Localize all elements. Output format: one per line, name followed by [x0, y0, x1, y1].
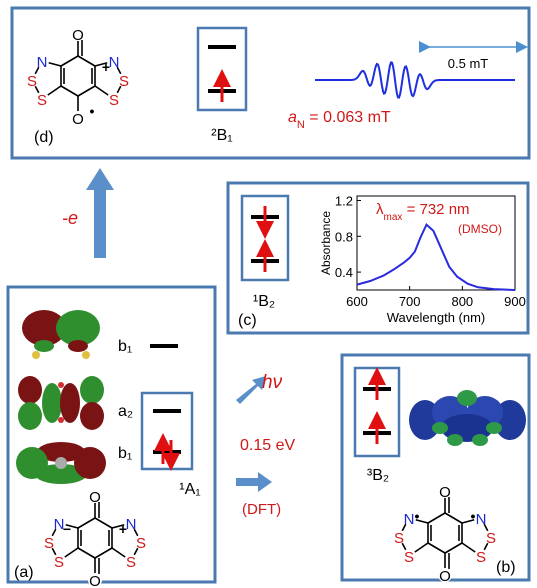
y-tick-label: 0.4: [335, 265, 353, 280]
scale-label: 0.5 mT: [448, 56, 489, 71]
state-label: ¹A₁: [179, 481, 200, 498]
y-axis-label: Absorbance: [319, 211, 333, 275]
atom-label: S: [404, 549, 414, 566]
x-tick-label: 600: [346, 294, 368, 309]
atom-label: S: [394, 530, 404, 547]
panel-d-frame: [12, 8, 529, 158]
state-label: ²B₁: [211, 127, 232, 144]
atom-label: O: [439, 568, 451, 585]
bond: [78, 518, 95, 528]
atom-label: S: [486, 530, 496, 547]
panel-label: (b): [496, 559, 516, 576]
state-label: ¹B₂: [253, 293, 275, 310]
atom-label: S: [109, 92, 119, 109]
bond: [78, 56, 95, 66]
atom-label: O: [72, 111, 84, 128]
charge-mark: •: [415, 508, 420, 524]
panel-label: (c): [238, 312, 257, 329]
atom-label: O: [89, 573, 101, 588]
atom-label: N: [476, 511, 487, 528]
orbital-b1-lower: [16, 442, 106, 484]
atom-label: S: [44, 535, 54, 552]
orbital-b1: [22, 310, 100, 359]
atom-label: S: [54, 554, 64, 571]
charge-mark: −: [63, 521, 71, 537]
charge-mark: •: [90, 103, 95, 119]
solvent-note: (DMSO): [458, 222, 502, 236]
bond: [445, 513, 462, 523]
oxidation-label: -e: [62, 208, 78, 228]
bond: [78, 86, 95, 96]
molecule: ONSSNSSO−+: [42, 489, 148, 588]
absorbance-chart: 600 700 800 900 0.4 0.8 1.2 Wavelength (nm) Abso…: [319, 193, 526, 325]
orbital-a2: [18, 376, 104, 430]
subscript: N: [297, 119, 305, 131]
symbol: a: [288, 109, 297, 126]
lambda-max: λmax = 732 nm: [376, 201, 470, 223]
method-label: (DFT): [242, 501, 281, 518]
bond: [428, 543, 445, 553]
state-label: ³B₂: [367, 467, 389, 484]
charge-mark: +: [119, 521, 127, 537]
x-tick-label: 700: [399, 294, 421, 309]
hyperfine-label: aN = 0.063 mT: [288, 109, 391, 131]
y-tick-label: 1.2: [335, 193, 353, 208]
atom-label: S: [119, 73, 129, 90]
atom-label: S: [136, 535, 146, 552]
x-tick-label: 800: [451, 294, 473, 309]
level-box: [142, 393, 192, 469]
panel-label: (a): [14, 564, 34, 581]
atom-label: N: [404, 511, 415, 528]
y-tick-label: 0.8: [335, 229, 353, 244]
bond: [428, 513, 445, 523]
value: = 732 nm: [402, 201, 469, 218]
bond: [95, 548, 112, 558]
atom-label: O: [72, 27, 84, 44]
panel-label: (d): [34, 129, 54, 146]
charge-mark: •: [471, 508, 476, 524]
atom-label: S: [27, 73, 37, 90]
atom-label: O: [89, 489, 101, 506]
x-axis-label: Wavelength (nm): [387, 310, 486, 325]
arrow: [86, 168, 114, 258]
bond: [78, 548, 95, 558]
bond: [61, 56, 78, 66]
arrow: [236, 472, 272, 492]
orbital-label: b₁: [118, 445, 132, 462]
spin-density: [409, 390, 526, 446]
atom-label: S: [126, 554, 136, 571]
value: = 0.063 mT: [305, 109, 391, 126]
charge-mark: +: [102, 59, 110, 75]
orbital-label: b₁: [118, 338, 132, 355]
gap-label: 0.15 eV: [240, 437, 295, 454]
x-tick-label: 900: [504, 294, 526, 309]
subscript: max: [384, 212, 403, 223]
orbital-label: a₂: [118, 403, 133, 420]
photo-label: hν: [262, 372, 283, 393]
atom-label: N: [109, 54, 120, 71]
atom-label: O: [439, 484, 451, 501]
bond: [95, 518, 112, 528]
atom-label: N: [126, 516, 137, 533]
atom-label: N: [37, 54, 48, 71]
bond: [61, 86, 78, 96]
bond: [445, 543, 462, 553]
atom-label: S: [37, 92, 47, 109]
figure: ²B₁ (d) 0.5 mT aN = 0.063 mT -e ¹B₂ (c) …: [0, 0, 537, 588]
atom-label: S: [476, 549, 486, 566]
